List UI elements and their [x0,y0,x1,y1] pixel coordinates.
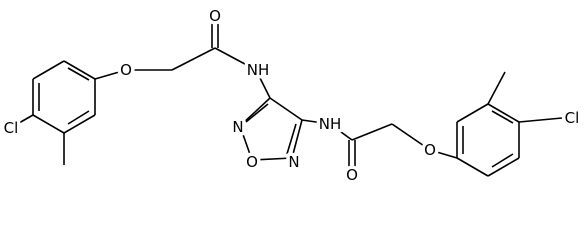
atom-label: O [346,166,358,184]
atom-label: O [209,7,221,25]
atom-label: Cl [565,109,580,127]
atom-label: O [424,141,436,159]
atom-label: O [120,61,132,79]
atom-label: N [288,153,299,171]
atom-label: N [232,118,243,136]
atom-labels: Cl O O NH N O N NH O O Cl [0,4,583,188]
atom-label: NH [247,61,270,79]
atom-label: NH [319,115,342,133]
atom-label: Cl [4,119,19,137]
molecule-diagram: Cl O O NH N O N NH O O Cl [0,4,583,188]
atom-label: O [246,153,258,171]
bonds [11,18,563,177]
